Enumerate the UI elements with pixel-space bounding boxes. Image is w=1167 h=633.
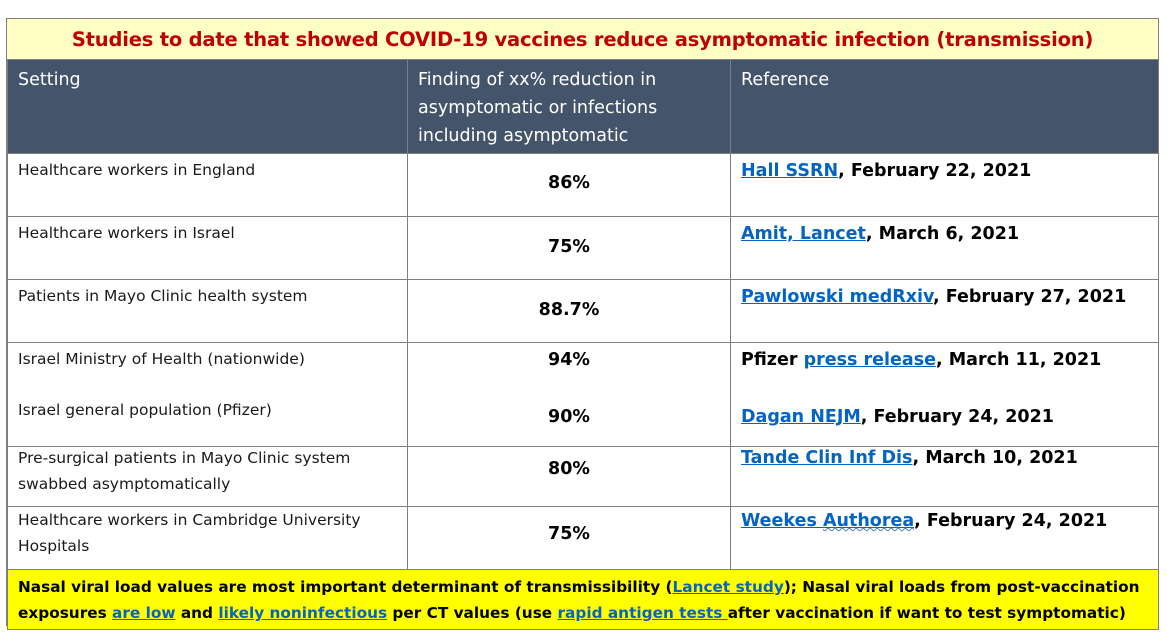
finding-cell: 88.7%: [407, 279, 731, 343]
reference-link[interactable]: Dagan NEJM: [741, 407, 861, 427]
header-setting: Setting: [7, 59, 408, 154]
setting-cell: Patients in Mayo Clinic health system: [7, 279, 408, 343]
lancet-study-link[interactable]: Lancet study: [672, 578, 784, 596]
setting-cell: Healthcare workers in Cambridge Universi…: [7, 506, 408, 570]
reference-link[interactable]: Hall SSRN: [741, 161, 839, 181]
reference-cell: Pfizer press release, March 11, 2021 Dag…: [730, 342, 1159, 447]
reference-link[interactable]: press release: [803, 350, 936, 370]
setting-text: Patients in Mayo Clinic health system: [18, 287, 308, 305]
table-row: Patients in Mayo Clinic health system 88…: [7, 279, 1159, 343]
reference-date: , March 11, 2021: [936, 350, 1102, 370]
setting-text: swabbed asymptomatically: [18, 475, 231, 493]
header-reference: Reference: [730, 59, 1159, 154]
reference-date: , February 27, 2021: [933, 287, 1127, 307]
finding-value: 88.7%: [538, 300, 600, 320]
footer-line-2: exposures are low and likely noninfectio…: [18, 604, 1126, 622]
reference-link[interactable]: Weekes Authorea: [741, 511, 915, 531]
finding-cell: 80%: [407, 446, 731, 507]
table-row: Israel Ministry of Health (nationwide) I…: [7, 342, 1159, 447]
finding-value: 86%: [548, 173, 590, 193]
setting-text: Healthcare workers in Israel: [18, 224, 235, 242]
table-row: Healthcare workers in England 86% Hall S…: [7, 153, 1159, 217]
reference-link[interactable]: Tande Clin Inf Dis: [741, 448, 913, 468]
table-row: Healthcare workers in Cambridge Universi…: [7, 506, 1159, 570]
title-bar: Studies to date that showed COVID-19 vac…: [7, 19, 1158, 60]
footer-row: Nasal viral load values are most importa…: [7, 569, 1159, 630]
header-finding: Finding of xx% reduction in asymptomatic…: [407, 59, 731, 154]
setting-text: Israel Ministry of Health (nationwide): [18, 350, 305, 368]
setting-text: Hospitals: [18, 537, 90, 555]
likely-noninfectious-link[interactable]: likely noninfectious: [218, 604, 388, 622]
header-row: Setting Finding of xx% reduction in asym…: [7, 59, 1159, 154]
setting-text: Healthcare workers in Cambridge Universi…: [18, 511, 361, 529]
footer-note: Nasal viral load values are most importa…: [7, 569, 1159, 630]
reference-cell: Tande Clin Inf Dis, March 10, 2021: [730, 446, 1159, 507]
studies-table: Setting Finding of xx% reduction in asym…: [7, 59, 1159, 630]
setting-text: Healthcare workers in England: [18, 161, 256, 179]
reference-cell: Weekes Authorea, February 24, 2021: [730, 506, 1159, 570]
finding-cell: 86%: [407, 153, 731, 217]
rapid-antigen-tests-link[interactable]: rapid antigen tests: [557, 604, 728, 622]
finding-value: 94%: [548, 350, 590, 370]
setting-text: Pre-surgical patients in Mayo Clinic sys…: [18, 449, 351, 467]
reference-cell: Amit, Lancet, March 6, 2021: [730, 216, 1159, 280]
reference-cell: Pawlowski medRxiv, February 27, 2021: [730, 279, 1159, 343]
finding-value: 90%: [548, 407, 590, 427]
table-row: Pre-surgical patients in Mayo Clinic sys…: [7, 446, 1159, 507]
table-row: Healthcare workers in Israel 75% Amit, L…: [7, 216, 1159, 280]
reference-date: , March 6, 2021: [865, 224, 1020, 244]
reference-date: , March 10, 2021: [912, 448, 1078, 468]
reference-link[interactable]: Amit, Lancet: [741, 224, 866, 244]
studies-table-frame: Studies to date that showed COVID-19 vac…: [6, 18, 1159, 630]
reference-date: , February 24, 2021: [860, 407, 1054, 427]
finding-value: 75%: [548, 237, 590, 257]
setting-cell: Healthcare workers in Israel: [7, 216, 408, 280]
finding-value: 75%: [548, 524, 590, 544]
are-low-link[interactable]: are low: [112, 604, 176, 622]
reference-cell: Hall SSRN, February 22, 2021: [730, 153, 1159, 217]
reference-date: , February 24, 2021: [914, 511, 1108, 531]
setting-cell: Israel Ministry of Health (nationwide) I…: [7, 342, 408, 447]
setting-text: Israel general population (Pfizer): [18, 401, 272, 419]
finding-cell: 94% 90%: [407, 342, 731, 447]
reference-date: , February 22, 2021: [838, 161, 1032, 181]
finding-cell: 75%: [407, 506, 731, 570]
reference-link[interactable]: Pawlowski medRxiv: [741, 287, 934, 307]
finding-value: 80%: [548, 459, 590, 479]
setting-cell: Pre-surgical patients in Mayo Clinic sys…: [7, 446, 408, 507]
setting-cell: Healthcare workers in England: [7, 153, 408, 217]
table-title: Studies to date that showed COVID-19 vac…: [71, 27, 1094, 51]
footer-line-1: Nasal viral load values are most importa…: [18, 578, 1140, 596]
finding-cell: 75%: [407, 216, 731, 280]
reference-source: Pfizer: [741, 350, 804, 370]
